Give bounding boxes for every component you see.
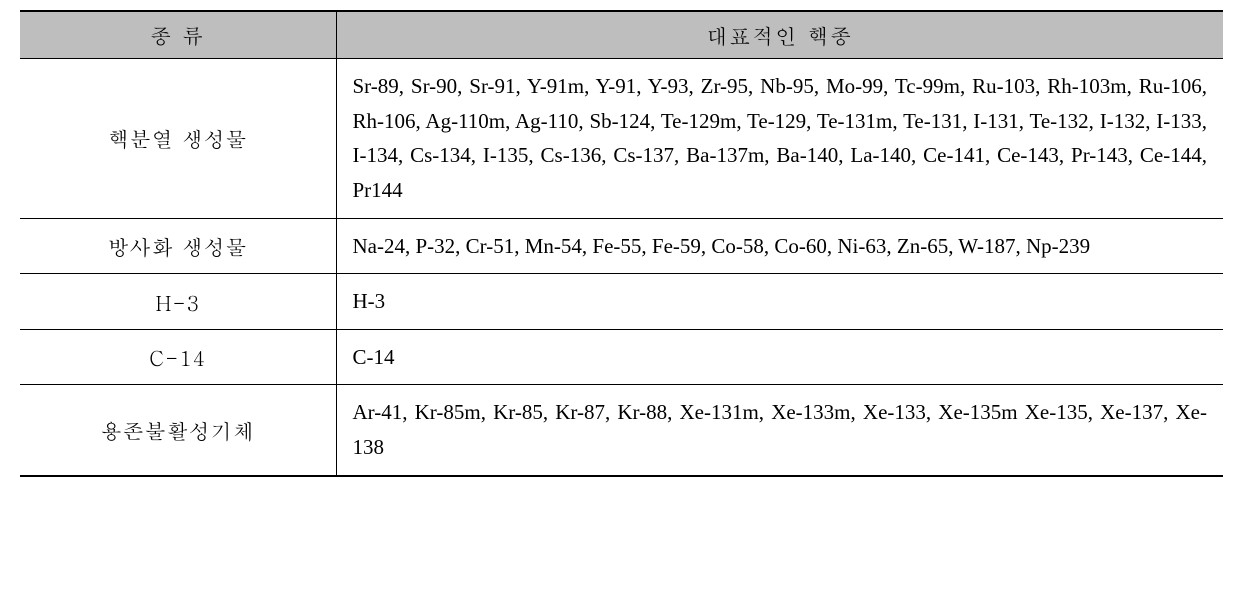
header-col-type: 종 류 (20, 11, 336, 59)
header-row: 종 류 대표적인 핵종 (20, 11, 1223, 59)
table-body: 핵분열 생성물 Sr-89, Sr-90, Sr-91, Y-91m, Y-91… (20, 59, 1223, 476)
cell-nuclides: H-3 (336, 274, 1223, 330)
cell-type: 용존불활성기체 (20, 385, 336, 476)
cell-type: 핵분열 생성물 (20, 59, 336, 219)
cell-nuclides: Ar-41, Kr-85m, Kr-85, Kr-87, Kr-88, Xe-1… (336, 385, 1223, 476)
table-row: 핵분열 생성물 Sr-89, Sr-90, Sr-91, Y-91m, Y-91… (20, 59, 1223, 219)
table-row: 방사화 생성물 Na-24, P-32, Cr-51, Mn-54, Fe-55… (20, 218, 1223, 274)
nuclide-table: 종 류 대표적인 핵종 핵분열 생성물 Sr-89, Sr-90, Sr-91,… (20, 10, 1223, 477)
table-header: 종 류 대표적인 핵종 (20, 11, 1223, 59)
table-row: 용존불활성기체 Ar-41, Kr-85m, Kr-85, Kr-87, Kr-… (20, 385, 1223, 476)
table-row: C-14 C-14 (20, 329, 1223, 385)
cell-type: C-14 (20, 329, 336, 385)
cell-type: H-3 (20, 274, 336, 330)
cell-nuclides: Sr-89, Sr-90, Sr-91, Y-91m, Y-91, Y-93, … (336, 59, 1223, 219)
cell-type: 방사화 생성물 (20, 218, 336, 274)
cell-nuclides: Na-24, P-32, Cr-51, Mn-54, Fe-55, Fe-59,… (336, 218, 1223, 274)
cell-nuclides: C-14 (336, 329, 1223, 385)
header-col-nuclides: 대표적인 핵종 (336, 11, 1223, 59)
table-row: H-3 H-3 (20, 274, 1223, 330)
